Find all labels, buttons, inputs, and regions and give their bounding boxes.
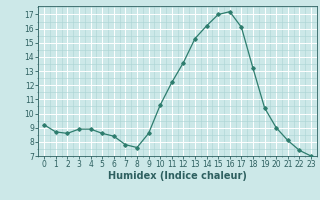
X-axis label: Humidex (Indice chaleur): Humidex (Indice chaleur) xyxy=(108,171,247,181)
